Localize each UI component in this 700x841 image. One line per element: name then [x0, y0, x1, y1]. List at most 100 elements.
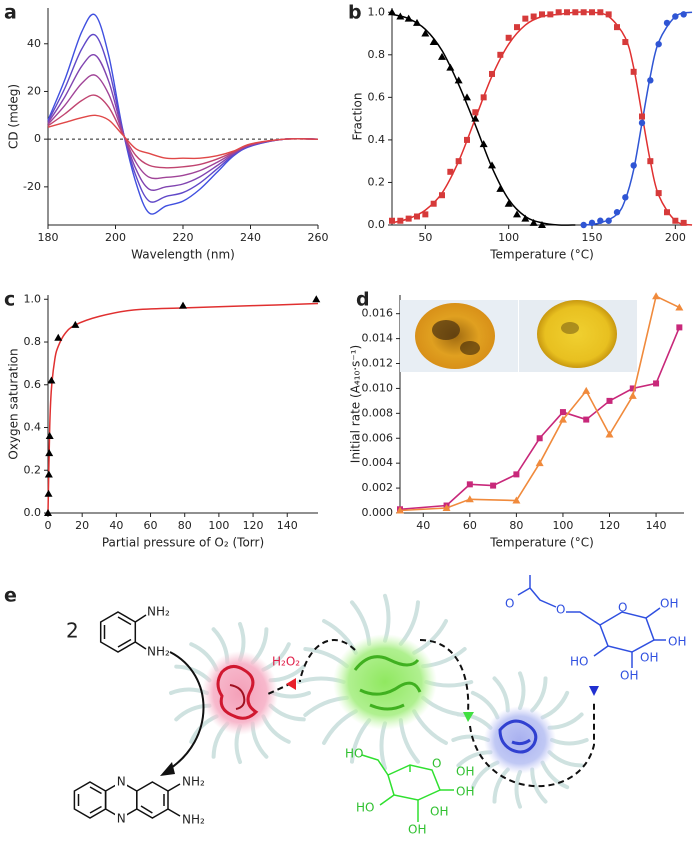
strand [470, 760, 500, 790]
marker [496, 184, 505, 192]
marker [647, 77, 654, 84]
x-tick-label: 100 [498, 231, 519, 244]
x-tick-label: 180 [38, 231, 59, 244]
marker [680, 11, 687, 18]
panel-label: d [356, 289, 370, 311]
marker [676, 324, 683, 331]
marker [47, 376, 56, 384]
marker [589, 9, 595, 16]
marker [653, 380, 660, 387]
x-tick-label: 140 [646, 519, 667, 532]
x-axis-label: Temperature (°C) [489, 248, 594, 262]
y-tick-label: 0.004 [362, 456, 394, 469]
marker [655, 190, 662, 197]
y-tick-label: 0.2 [24, 463, 42, 476]
atom-bg [115, 812, 127, 825]
hydroxyl: OH [620, 669, 638, 683]
strand [547, 750, 584, 768]
y-tick-label: 1.0 [24, 292, 42, 305]
marker [597, 9, 604, 16]
y-tick-label: 0.6 [368, 90, 386, 103]
marker [45, 432, 54, 440]
data-line [583, 11, 693, 226]
x-tick-label: 120 [599, 519, 620, 532]
y-tick-label: 0.0 [24, 506, 42, 519]
marker [521, 214, 530, 222]
marker [614, 24, 620, 31]
y-tick-label: 0.010 [362, 381, 394, 394]
marker [638, 119, 646, 127]
y-tick-label: 0.014 [362, 332, 394, 345]
marker [414, 213, 420, 220]
marker [489, 70, 495, 77]
marker [397, 217, 404, 224]
x-tick-label: 140 [277, 519, 298, 532]
marker [629, 385, 636, 392]
marker [555, 9, 562, 16]
double-bond [77, 786, 102, 814]
data-line [47, 74, 319, 180]
y-tick-label: 1.0 [368, 5, 386, 18]
enzyme-hrp [202, 651, 278, 735]
x-tick-label: 260 [308, 231, 329, 244]
marker [430, 200, 437, 207]
benzene-ring [99, 611, 137, 653]
marker [597, 217, 604, 224]
marker [438, 52, 446, 60]
panel-label: a [4, 2, 17, 24]
bond [167, 783, 181, 817]
marker [622, 194, 629, 201]
marker [421, 29, 430, 37]
marker [442, 504, 451, 512]
flow-arrow [469, 700, 595, 788]
ring-oxygen: O [618, 601, 627, 615]
x-tick-label: 100 [208, 519, 229, 532]
marker [583, 416, 590, 423]
marker [547, 11, 554, 18]
marker [588, 219, 596, 227]
marker [488, 161, 496, 169]
marker [628, 391, 637, 399]
marker [472, 109, 479, 116]
strand [271, 691, 311, 699]
y-tick-label: -20 [23, 180, 41, 193]
strand [492, 676, 510, 713]
y-tick-label: 0.008 [362, 406, 394, 419]
panel-label: c [4, 289, 15, 311]
arrow-head [160, 762, 175, 776]
marker [675, 303, 684, 311]
hydroxyl: OH [456, 765, 474, 779]
strand [514, 769, 522, 809]
marker [672, 217, 679, 224]
ester-oxygen: O [556, 603, 565, 617]
marker [179, 301, 187, 309]
marker [429, 38, 438, 46]
marker [536, 435, 543, 442]
data-line [47, 53, 319, 191]
strand [379, 721, 387, 771]
marker [463, 93, 471, 101]
marker [605, 430, 614, 438]
x-tick-label: 120 [243, 519, 264, 532]
marker [466, 481, 473, 488]
hydroxyl: HO [356, 801, 374, 815]
particle-spot [460, 341, 480, 355]
x-tick-label: 100 [552, 519, 573, 532]
marker [630, 162, 637, 169]
marker [655, 40, 662, 48]
hydroxyl: OH [640, 651, 658, 665]
marker [572, 9, 579, 16]
y-tick-label: 0.012 [362, 357, 394, 370]
coefficient: 2 [66, 619, 79, 643]
particle-spot [432, 320, 460, 340]
marker [44, 509, 52, 516]
atom: N [117, 812, 126, 826]
marker [45, 449, 54, 457]
x-tick-label: 60 [144, 519, 158, 532]
ring-oxygen: O [432, 757, 441, 771]
data-line [47, 33, 319, 203]
strand [547, 712, 584, 730]
strand [518, 671, 526, 711]
marker [490, 482, 497, 489]
arrow-head [589, 686, 599, 696]
